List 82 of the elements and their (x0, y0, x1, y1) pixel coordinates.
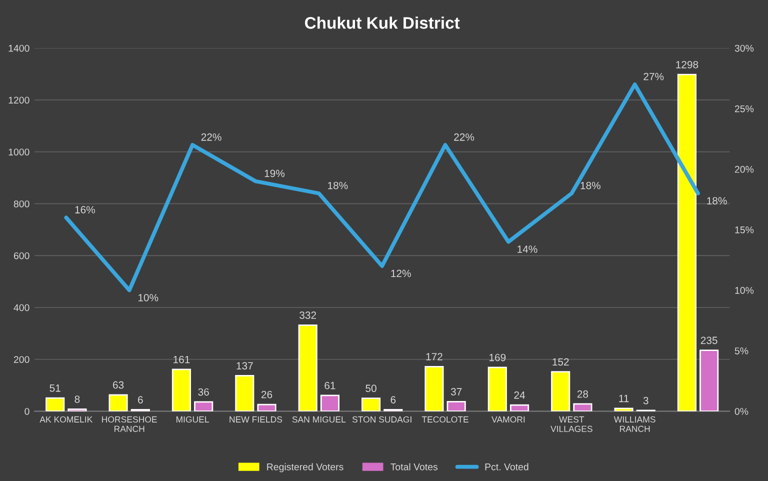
bar (573, 403, 592, 412)
data-label: 3 (643, 396, 648, 404)
x-tick-label: TECOLOTE (422, 416, 468, 423)
data-label: 27% (644, 72, 664, 80)
y-tick-label: 1000 (8, 148, 30, 156)
chart-title: Chukut Kuk District (304, 16, 460, 29)
bar (510, 404, 530, 412)
line-series (64, 82, 700, 292)
data-label: 63 (113, 381, 124, 389)
y2-tick-label: 0% (734, 408, 748, 415)
data-label: 235 (700, 336, 718, 344)
bar (257, 404, 276, 412)
legend-label: Pct. Voted (485, 463, 528, 470)
bar (614, 408, 634, 412)
bar (194, 401, 214, 412)
y-tick-label: 600 (14, 252, 30, 260)
bar (446, 400, 466, 412)
data-label: 28 (577, 390, 588, 398)
data-label: 18% (580, 182, 600, 190)
legend-label: Registered Voters (267, 463, 344, 472)
x-tick-label: HORSESHOE RANCH (102, 416, 157, 432)
data-label: 6 (138, 396, 143, 404)
data-label: 19% (264, 170, 285, 178)
data-label: 24 (514, 391, 525, 399)
data-label: 12% (391, 270, 411, 278)
data-label: 18% (328, 182, 348, 190)
bar (235, 375, 254, 412)
y-tick-label: 0 (24, 408, 30, 415)
data-label: 11 (619, 394, 629, 402)
y-tick-label: 1200 (8, 96, 30, 104)
data-label: 332 (300, 312, 316, 319)
y-tick-label: 1400 (8, 44, 30, 52)
legend-label: Total Votes (390, 463, 438, 470)
data-label: 51 (50, 384, 60, 392)
y-tick-label: 200 (14, 356, 30, 363)
bar (68, 408, 87, 412)
y2-tick-label: 30% (734, 44, 754, 52)
data-label: 137 (236, 362, 253, 370)
data-label: 37 (450, 388, 462, 396)
y2-tick-label: 10% (735, 286, 754, 294)
data-label: 61 (324, 382, 336, 390)
bar (488, 366, 507, 412)
data-label: 26 (262, 390, 272, 398)
x-tick-label: WILLIAMS RANCH (614, 416, 656, 432)
data-label: 36 (198, 388, 209, 396)
bar (677, 74, 696, 412)
data-label: 50 (366, 384, 376, 392)
bar (298, 324, 318, 412)
data-label: 16% (75, 206, 95, 214)
data-label: 22% (201, 133, 222, 141)
data-label: 161 (174, 356, 190, 364)
y-tick-label: 400 (14, 304, 30, 312)
bar (320, 394, 340, 412)
data-label: 14% (518, 246, 538, 253)
y-tick-label: 800 (14, 200, 30, 208)
data-label: 169 (490, 354, 506, 362)
data-label: 22% (454, 133, 474, 141)
data-label: 1298 (676, 60, 698, 68)
bar (424, 366, 444, 412)
bar (46, 397, 65, 412)
bar (700, 350, 719, 412)
data-label: 6 (390, 396, 396, 404)
x-tick-label: WEST VILLAGES (550, 416, 592, 432)
x-tick-label: STON SUDAGI (352, 416, 412, 423)
data-label: 152 (552, 358, 569, 366)
x-tick-label: MIGUEL (176, 416, 210, 423)
data-label: 8 (74, 396, 80, 403)
y2-tick-label: 25% (734, 105, 754, 112)
x-tick-label: VAMORI (492, 416, 525, 423)
bar (172, 368, 192, 412)
y2-tick-label: 15% (735, 226, 754, 234)
bar (108, 394, 128, 412)
x-tick-label: AK KOMELIK (40, 416, 93, 423)
x-tick-label: SAN MIGUEL (292, 416, 346, 423)
bar (551, 371, 570, 412)
data-label: 10% (138, 294, 158, 302)
data-label: 18% (707, 197, 727, 204)
y2-tick-label: 20% (734, 166, 754, 173)
y2-tick-label: 5% (734, 348, 748, 354)
bar (361, 398, 381, 412)
data-label: 172 (426, 353, 442, 360)
x-tick-label: NEW FIELDS (230, 416, 282, 423)
